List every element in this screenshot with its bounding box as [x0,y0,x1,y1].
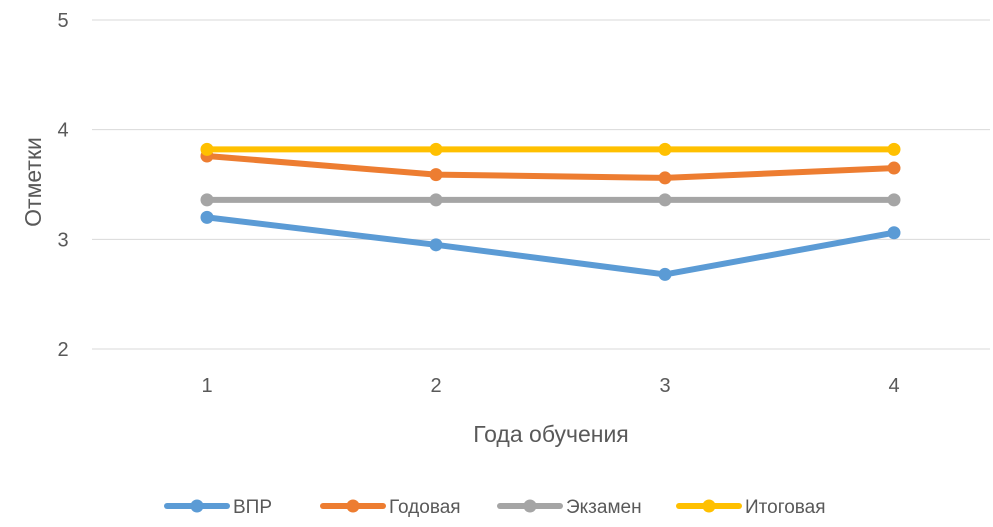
legend-item: Экзамен [497,497,642,518]
data-point [429,142,443,156]
series-3 [200,193,901,207]
y-axis-title: Отметки [20,137,46,227]
data-point [887,142,901,156]
y-tick-label: 4 [57,120,68,142]
gridlines [92,19,990,350]
data-point [887,226,901,240]
series-4 [200,142,901,156]
legend: ВПР Годовая Экзамен Итоговая [164,497,826,518]
series-lines [200,142,901,281]
series-line [204,152,897,181]
data-point [887,161,901,175]
legend-label: Годовая [389,497,461,518]
data-point [429,193,443,207]
legend-label: Экзамен [566,497,642,518]
series-line [204,214,897,278]
x-tick-label: 3 [659,375,670,397]
y-tick-label: 3 [57,229,68,251]
legend-item: Итоговая [676,497,826,518]
data-point [429,168,443,182]
legend-marker [702,499,716,513]
series-1 [200,210,901,281]
data-point [200,210,214,224]
data-point [658,142,672,156]
data-point [429,238,443,252]
x-axis-title: Года обучения [473,421,629,447]
x-tick-label: 1 [201,375,212,397]
legend-marker [346,499,360,513]
series-2 [200,149,901,185]
x-tick-labels: 1 2 3 4 [201,375,899,397]
data-point [200,142,214,156]
data-point [658,267,672,281]
legend-label: Итоговая [745,497,826,518]
legend-marker [523,499,537,513]
y-tick-label: 2 [57,339,68,361]
y-tick-labels: 2 3 4 5 [57,10,68,361]
data-point [658,193,672,207]
y-tick-label: 5 [57,10,68,32]
legend-marker [190,499,204,513]
data-point [887,193,901,207]
data-point [658,171,672,185]
x-tick-label: 4 [888,375,899,397]
legend-item: ВПР [164,497,272,518]
legend-item: Годовая [320,497,461,518]
data-point [200,193,214,207]
legend-label: ВПР [233,497,272,518]
x-tick-label: 2 [430,375,441,397]
